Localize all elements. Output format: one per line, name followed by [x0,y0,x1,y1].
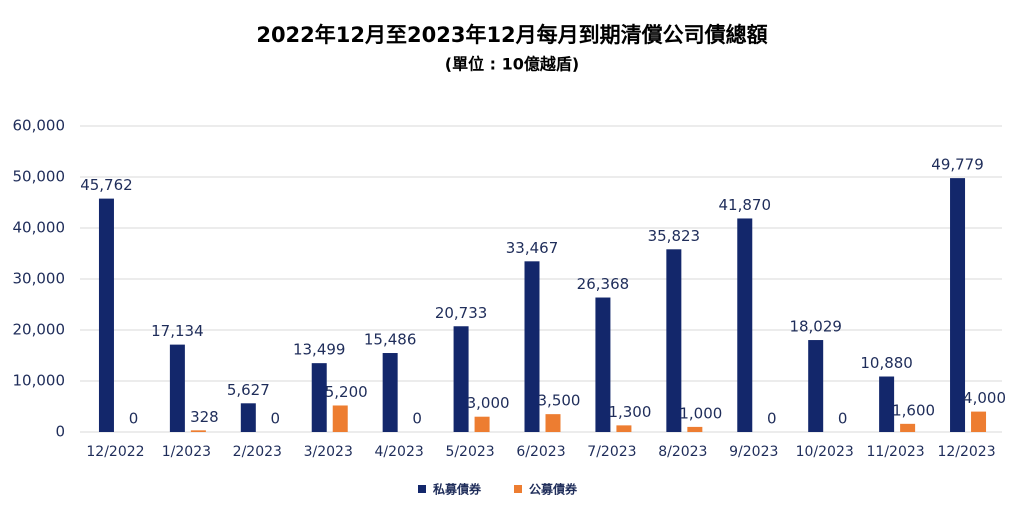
bar [382,353,398,432]
value-label: 45,762 [80,176,133,194]
value-label: 3,500 [538,392,581,410]
bar [595,297,611,432]
legend-label: 公募債券 [529,482,578,497]
bar [971,411,987,432]
x-tick-label: 12/2023 [937,444,995,460]
bar [808,340,824,432]
x-tick-label: 10/2023 [796,444,854,460]
bar [687,426,703,432]
value-label: 1,000 [679,404,722,422]
value-label: 26,368 [577,275,630,293]
bar [616,425,632,432]
value-label: 5,627 [227,381,270,399]
x-tick-label: 5/2023 [445,444,494,460]
bar [737,218,753,432]
value-label: 20,733 [435,304,488,322]
value-label: 3,000 [467,394,510,412]
value-label: 18,029 [789,318,842,336]
bar [240,403,256,432]
bar [666,249,682,432]
x-tick-label: 7/2023 [587,444,636,460]
y-tick-label: 30,000 [13,270,66,288]
value-label: 13,499 [293,341,346,359]
value-label: 328 [190,408,219,426]
value-label: 35,823 [648,227,701,245]
bar [190,430,206,432]
value-label: 1,300 [608,403,651,421]
y-tick-label: 0 [55,423,65,441]
bar [524,261,540,432]
bar [311,363,327,432]
value-label: 41,870 [719,196,772,214]
x-tick-label: 11/2023 [867,444,925,460]
y-tick-label: 50,000 [13,168,66,186]
value-label: 1,600 [892,401,935,419]
y-tick-label: 60,000 [13,117,66,135]
value-label: 0 [129,410,139,428]
value-label: 4,000 [963,389,1006,407]
value-label: 49,779 [931,156,984,174]
y-tick-label: 10,000 [13,372,66,390]
value-label: 33,467 [506,239,559,257]
x-tick-label: 8/2023 [658,444,707,460]
bar [453,326,469,432]
chart-subtitle: (單位 : 10億越盾) [445,55,579,74]
legend-swatch [418,485,426,493]
legend-label: 私募債券 [432,482,482,497]
x-tick-label: 6/2023 [516,444,565,460]
value-label: 0 [412,410,422,428]
y-tick-label: 40,000 [13,219,66,237]
value-label: 0 [271,410,281,428]
bar [545,414,561,432]
bar [169,344,185,432]
bar [950,178,966,432]
value-label: 10,880 [860,354,913,372]
x-tick-label: 4/2023 [375,444,424,460]
value-label: 0 [838,410,848,428]
x-tick-label: 9/2023 [729,444,778,460]
bar [474,416,490,432]
x-tick-label: 1/2023 [162,444,211,460]
value-label: 17,134 [151,322,204,340]
bar [332,405,348,432]
chart-title: 2022年12月至2023年12月每月到期清償公司債總額 [256,23,767,47]
value-label: 0 [767,410,777,428]
bar [98,198,114,432]
x-tick-label: 2/2023 [233,444,282,460]
x-tick-label: 3/2023 [304,444,353,460]
bar [900,423,916,432]
value-label: 15,486 [364,331,417,349]
legend-swatch [514,485,522,493]
y-tick-label: 20,000 [13,321,66,339]
value-label: 5,200 [325,383,368,401]
x-tick-label: 12/2022 [86,444,144,460]
bar [879,376,895,432]
